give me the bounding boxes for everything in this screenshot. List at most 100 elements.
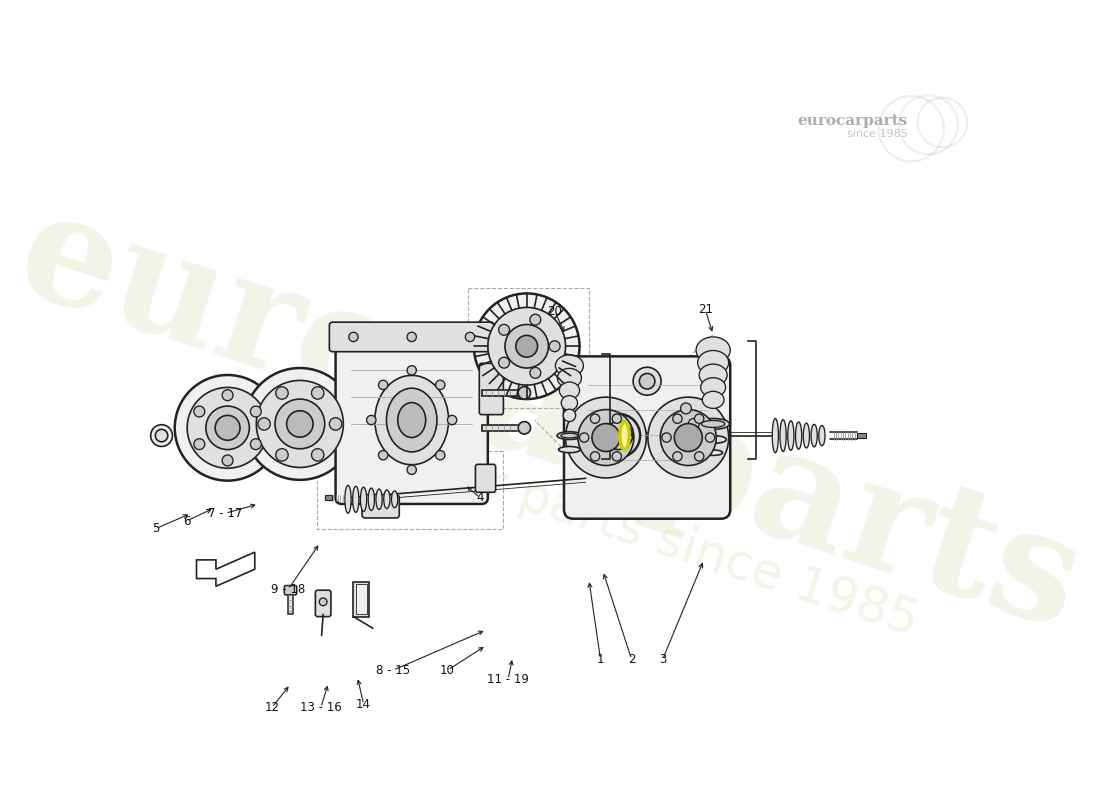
Text: 6: 6 <box>183 514 190 527</box>
Bar <box>324 495 332 500</box>
Ellipse shape <box>376 489 382 510</box>
Circle shape <box>329 418 342 430</box>
Text: 1: 1 <box>596 653 604 666</box>
Circle shape <box>276 386 288 399</box>
Circle shape <box>674 423 702 451</box>
Text: 10: 10 <box>440 664 455 677</box>
Bar <box>482 390 525 396</box>
Circle shape <box>518 386 530 399</box>
Circle shape <box>565 397 647 478</box>
Text: eurocarparts: eurocarparts <box>798 114 908 128</box>
FancyBboxPatch shape <box>316 590 331 617</box>
Ellipse shape <box>818 426 825 446</box>
Circle shape <box>639 374 654 389</box>
Circle shape <box>591 452 600 461</box>
Circle shape <box>407 366 417 375</box>
Text: 14: 14 <box>356 698 371 711</box>
Circle shape <box>516 335 538 357</box>
Circle shape <box>613 452 621 461</box>
Circle shape <box>276 449 288 461</box>
Circle shape <box>604 422 632 450</box>
Circle shape <box>206 406 250 450</box>
Ellipse shape <box>392 491 398 508</box>
Circle shape <box>660 410 716 466</box>
Ellipse shape <box>559 382 580 399</box>
Ellipse shape <box>561 395 578 410</box>
Text: 7 - 17: 7 - 17 <box>208 506 242 520</box>
Text: 4: 4 <box>476 491 484 504</box>
Text: 3: 3 <box>659 653 667 666</box>
Circle shape <box>194 406 205 417</box>
Circle shape <box>311 449 323 461</box>
Circle shape <box>673 414 682 423</box>
Circle shape <box>319 598 327 606</box>
Ellipse shape <box>563 409 575 422</box>
Ellipse shape <box>702 421 725 427</box>
Circle shape <box>613 414 621 423</box>
Circle shape <box>498 324 509 335</box>
Circle shape <box>694 452 704 461</box>
FancyBboxPatch shape <box>362 494 399 518</box>
Ellipse shape <box>345 486 351 514</box>
Circle shape <box>378 380 388 390</box>
Circle shape <box>175 375 280 481</box>
Bar <box>355 584 366 614</box>
Ellipse shape <box>780 420 786 451</box>
Ellipse shape <box>697 350 728 374</box>
Circle shape <box>407 332 417 342</box>
Circle shape <box>448 415 456 425</box>
Ellipse shape <box>704 450 723 455</box>
Circle shape <box>592 423 620 451</box>
Circle shape <box>689 418 700 430</box>
Circle shape <box>578 410 634 466</box>
Bar <box>857 434 866 438</box>
Ellipse shape <box>700 435 726 443</box>
Circle shape <box>694 414 704 423</box>
Ellipse shape <box>361 487 366 511</box>
Text: 13 - 16: 13 - 16 <box>300 701 342 714</box>
Circle shape <box>366 415 376 425</box>
Circle shape <box>530 314 541 325</box>
Text: 11 - 19: 11 - 19 <box>487 673 529 686</box>
Circle shape <box>287 410 314 437</box>
Circle shape <box>216 415 240 440</box>
Circle shape <box>436 380 444 390</box>
Text: since 1985: since 1985 <box>847 129 907 139</box>
Circle shape <box>275 399 324 449</box>
Circle shape <box>518 422 530 434</box>
Ellipse shape <box>559 446 581 453</box>
Ellipse shape <box>556 354 583 377</box>
Text: eurocarparts: eurocarparts <box>1 178 1099 662</box>
FancyBboxPatch shape <box>475 464 496 492</box>
Circle shape <box>673 452 682 461</box>
FancyBboxPatch shape <box>284 586 297 595</box>
Circle shape <box>662 433 671 442</box>
Ellipse shape <box>788 421 794 450</box>
Ellipse shape <box>811 424 817 447</box>
Circle shape <box>681 403 692 414</box>
Circle shape <box>155 430 168 442</box>
Text: 12: 12 <box>264 701 279 714</box>
Circle shape <box>349 332 359 342</box>
Ellipse shape <box>772 418 779 453</box>
Ellipse shape <box>803 423 810 448</box>
Circle shape <box>623 433 632 442</box>
Ellipse shape <box>700 364 727 386</box>
FancyBboxPatch shape <box>480 363 504 414</box>
Ellipse shape <box>384 490 390 509</box>
Ellipse shape <box>398 402 426 438</box>
Circle shape <box>151 425 173 446</box>
Circle shape <box>311 386 323 399</box>
Bar <box>482 425 525 431</box>
Ellipse shape <box>696 418 729 430</box>
Polygon shape <box>197 552 255 586</box>
Circle shape <box>498 358 509 368</box>
Circle shape <box>194 438 205 450</box>
Circle shape <box>251 406 262 417</box>
Circle shape <box>257 418 271 430</box>
Text: 9 - 18: 9 - 18 <box>271 583 306 596</box>
Circle shape <box>407 465 417 474</box>
Circle shape <box>187 387 268 468</box>
Ellipse shape <box>701 378 726 397</box>
Bar <box>288 591 293 614</box>
